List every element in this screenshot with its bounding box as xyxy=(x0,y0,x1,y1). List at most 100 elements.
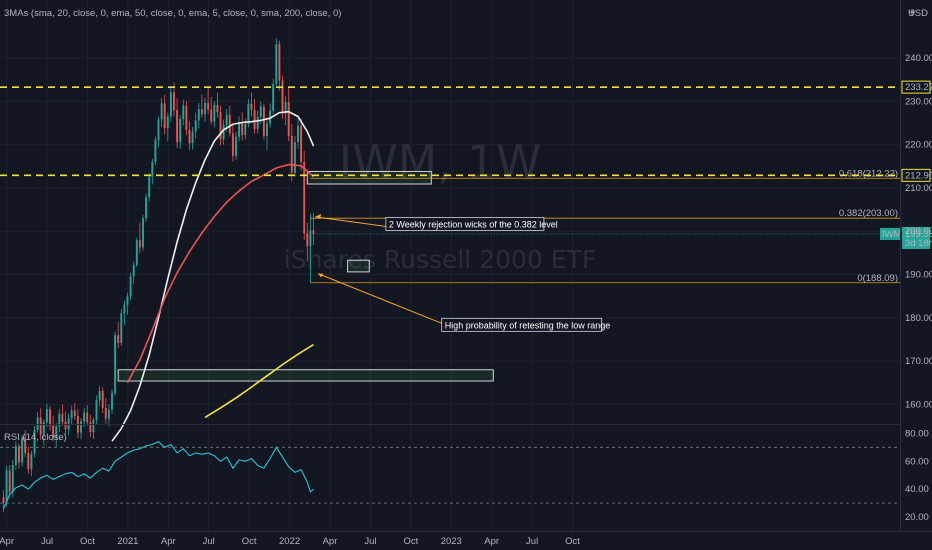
candle[interactable] xyxy=(89,414,92,438)
candle[interactable] xyxy=(163,94,166,135)
candle[interactable] xyxy=(262,103,265,140)
candle[interactable] xyxy=(36,412,39,433)
currency-icon[interactable] xyxy=(909,9,915,15)
candle[interactable] xyxy=(114,331,117,396)
candle[interactable] xyxy=(30,450,33,477)
rsi-legend[interactable]: RSI (14, close) xyxy=(4,432,67,443)
candle[interactable] xyxy=(98,386,101,407)
rsi-axis[interactable]: 20.00 40.00 60.00 80.00 xyxy=(905,428,929,523)
candle[interactable] xyxy=(216,92,219,118)
candle[interactable] xyxy=(297,118,299,149)
candle[interactable] xyxy=(104,397,107,424)
candle[interactable] xyxy=(269,103,272,128)
candle[interactable] xyxy=(52,415,55,442)
candle[interactable] xyxy=(253,98,256,134)
candle[interactable] xyxy=(5,465,8,507)
candle[interactable] xyxy=(145,193,148,222)
candle[interactable] xyxy=(241,112,244,141)
candle[interactable] xyxy=(204,97,206,123)
candle[interactable] xyxy=(126,292,129,315)
candle[interactable] xyxy=(61,404,64,426)
candle[interactable] xyxy=(173,82,175,117)
candle[interactable] xyxy=(154,136,157,165)
zone-box[interactable] xyxy=(117,369,494,382)
indicator-legend[interactable]: 3MAs (sma, 20, close, 0, ema, 50, close,… xyxy=(4,8,341,19)
candle[interactable] xyxy=(8,465,11,497)
annotation-arrow[interactable] xyxy=(317,273,442,324)
candle[interactable] xyxy=(278,40,281,91)
annotation-box[interactable] xyxy=(385,217,545,231)
candle[interactable] xyxy=(169,86,172,123)
candle[interactable] xyxy=(275,38,278,87)
candle[interactable] xyxy=(70,405,73,424)
candle[interactable] xyxy=(55,423,58,447)
candle[interactable] xyxy=(135,237,138,268)
candle[interactable] xyxy=(309,213,312,283)
rsi-pane[interactable] xyxy=(0,441,900,509)
candle[interactable] xyxy=(290,124,293,182)
candle[interactable] xyxy=(222,119,225,145)
candle[interactable] xyxy=(179,115,182,149)
candle[interactable] xyxy=(266,118,268,151)
candle[interactable] xyxy=(207,88,210,115)
candle[interactable] xyxy=(157,116,160,148)
candle[interactable] xyxy=(42,419,45,446)
candle[interactable] xyxy=(33,426,36,458)
candle[interactable] xyxy=(235,131,237,160)
candle[interactable] xyxy=(231,125,234,162)
candle[interactable] xyxy=(123,300,126,326)
candle[interactable] xyxy=(21,434,24,467)
candle[interactable] xyxy=(306,222,309,262)
candle[interactable] xyxy=(111,389,113,414)
time-axis[interactable]: Apr Jul Oct 2021 Apr Jul Oct 2022 Apr Jul Oct 2023 A… xyxy=(0,536,580,547)
candle[interactable] xyxy=(250,92,253,117)
candle[interactable] xyxy=(132,261,135,284)
candle[interactable] xyxy=(188,120,191,151)
candle[interactable] xyxy=(213,101,216,128)
candle[interactable] xyxy=(194,112,197,139)
price-axis[interactable]: 160.00 170.00 180.00 190.00 200.00 210.00 220.… xyxy=(905,53,932,410)
candle[interactable] xyxy=(185,101,188,136)
zone-box[interactable] xyxy=(306,170,432,185)
candle[interactable] xyxy=(148,173,151,202)
candle[interactable] xyxy=(166,112,169,142)
candle[interactable] xyxy=(101,387,104,414)
candle[interactable] xyxy=(64,411,67,435)
candle[interactable] xyxy=(272,78,275,115)
candle[interactable] xyxy=(58,409,61,433)
candle[interactable] xyxy=(256,110,259,134)
candle[interactable] xyxy=(95,395,98,424)
candle[interactable] xyxy=(151,158,154,185)
candle[interactable] xyxy=(107,404,110,427)
zone-box[interactable] xyxy=(347,259,370,273)
candle[interactable] xyxy=(287,88,290,142)
annotations[interactable]: 2 Weekly rejection wicks of the 0.382 le… xyxy=(314,213,610,332)
candle[interactable] xyxy=(86,405,89,427)
candle[interactable] xyxy=(238,116,241,142)
candle[interactable] xyxy=(312,213,315,246)
candle[interactable] xyxy=(176,98,179,149)
candle[interactable] xyxy=(129,272,132,301)
candle[interactable] xyxy=(138,222,141,253)
candle[interactable] xyxy=(293,135,296,177)
candles[interactable] xyxy=(2,38,315,513)
candle[interactable] xyxy=(219,105,222,146)
candle[interactable] xyxy=(228,105,231,137)
candle[interactable] xyxy=(210,96,213,125)
candle[interactable] xyxy=(191,126,194,150)
candle[interactable] xyxy=(284,95,287,126)
candle[interactable] xyxy=(80,418,82,440)
candle[interactable] xyxy=(160,97,163,127)
annotation-box[interactable] xyxy=(441,317,603,332)
candle[interactable] xyxy=(14,441,17,470)
candle[interactable] xyxy=(92,417,95,440)
candle[interactable] xyxy=(73,403,76,420)
candle[interactable] xyxy=(303,150,306,240)
annotation-arrow[interactable] xyxy=(314,216,386,227)
candle[interactable] xyxy=(49,406,51,431)
candle[interactable] xyxy=(117,322,120,349)
candle[interactable] xyxy=(24,429,27,457)
candle[interactable] xyxy=(182,99,185,126)
